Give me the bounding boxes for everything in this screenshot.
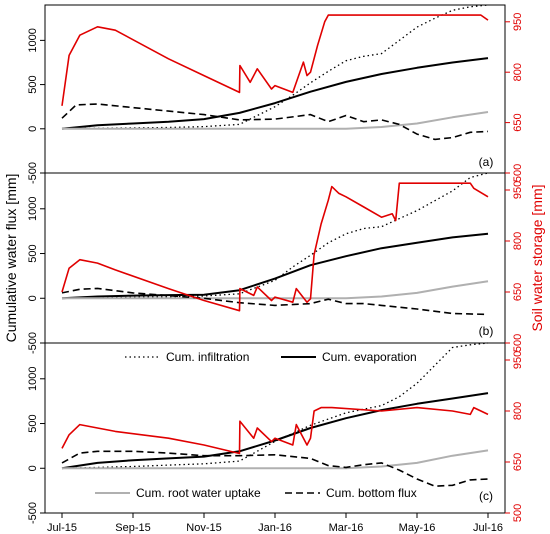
series-cum-root-water-uptake-line [62, 449, 489, 470]
left-tick-label: 1000 [27, 197, 39, 221]
legend-infiltration-label: Cum. infiltration [166, 350, 249, 364]
legend-top: Cum. infiltration Cum. evaporation [125, 350, 417, 364]
series-cum-evaporation-line [61, 232, 489, 300]
y-axis-right-title: Soil water storage [mm] [529, 184, 545, 331]
right-tick-label: 950 [512, 181, 524, 199]
left-tick-label: 0 [27, 465, 39, 471]
panel-c-tag: (c) [479, 489, 493, 503]
x-tick-label: Mar-16 [329, 522, 364, 534]
legend-bottom: Cum. root water uptake Cum. bottom flux [95, 486, 417, 500]
left-tick-label: -500 [27, 332, 39, 354]
x-tick-label: Sep-15 [115, 522, 150, 534]
left-tick-label: 500 [27, 414, 39, 432]
right-tick-label: 650 [512, 453, 524, 471]
series-cum-bottom-flux-line [61, 103, 489, 141]
axis-layer: -500 0 500 1000 500 650 800 950 -500 0 500 1000 500 6… [27, 13, 524, 534]
panel-c-frame [44, 342, 506, 514]
left-tick-label: 0 [27, 295, 39, 301]
right-tick-label: 800 [512, 63, 524, 81]
series-soil-water-storage-line [61, 182, 489, 312]
series-soil-water-storage-line [61, 14, 489, 106]
series-cum-infiltration-line [61, 172, 489, 299]
plot-layer [61, 4, 489, 488]
series-cum-bottom-flux-line [61, 450, 489, 488]
panel-a-tag: (a) [479, 155, 494, 169]
left-tick-label: 1000 [27, 367, 39, 391]
legend-root-uptake-label: Cum. root water uptake [136, 486, 261, 500]
panel-b-tag: (b) [479, 324, 494, 338]
series-cum-evaporation-line [61, 392, 489, 470]
x-tick-label: Jul-16 [473, 522, 503, 534]
right-tick-label: 650 [512, 113, 524, 131]
left-tick-label: 500 [27, 75, 39, 93]
legend-evaporation-label: Cum. evaporation [322, 350, 417, 364]
series-cum-infiltration-line [61, 342, 489, 469]
right-tick-label: 500 [512, 504, 524, 522]
right-tick-label: 800 [512, 232, 524, 250]
legend-bottom-flux-label: Cum. bottom flux [326, 486, 417, 500]
y-axis-left-title: Cumulative water flux [mm] [3, 174, 19, 343]
left-tick-label: 1000 [27, 28, 39, 52]
right-tick-label: 500 [512, 164, 524, 182]
series-cum-evaporation-line [61, 57, 489, 130]
x-tick-label: Jan-16 [258, 522, 292, 534]
left-tick-label: 0 [27, 126, 39, 132]
right-tick-label: 800 [512, 402, 524, 420]
left-tick-label: 500 [27, 244, 39, 262]
right-tick-label: 950 [512, 351, 524, 369]
series-cum-root-water-uptake-line [62, 111, 489, 130]
series-soil-water-storage-line [61, 406, 489, 455]
series-cum-bottom-flux-line [61, 287, 489, 316]
right-tick-label: 650 [512, 283, 524, 301]
right-tick-label: 500 [512, 334, 524, 352]
x-tick-label: Nov-15 [186, 522, 221, 534]
panel-b-frame [44, 172, 506, 344]
left-tick-label: -500 [27, 162, 39, 184]
right-tick-label: 950 [512, 13, 524, 31]
x-tick-label: May-16 [399, 522, 436, 534]
series-cum-root-water-uptake-line [62, 280, 489, 300]
left-tick-label: -500 [27, 502, 39, 524]
x-tick-label: Jul-15 [47, 522, 77, 534]
